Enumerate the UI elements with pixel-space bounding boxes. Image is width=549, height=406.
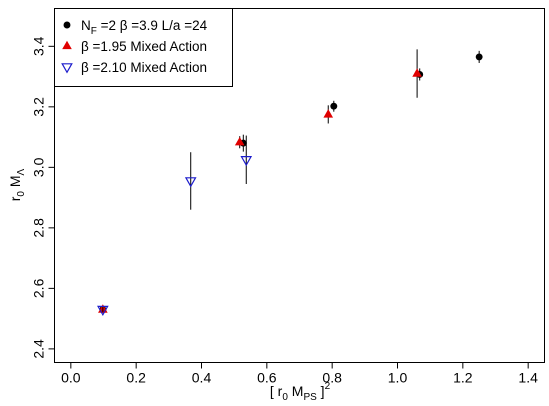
- legend-label-b210: β =2.10 Mixed Action: [81, 60, 207, 75]
- data-point: [97, 305, 109, 317]
- y-tick-label: 2.8: [31, 218, 47, 238]
- data-marks: [97, 49, 483, 317]
- data-point: [412, 68, 422, 77]
- plot-frame: [54, 8, 545, 363]
- legend-marker-b195: [62, 40, 72, 50]
- data-point: [323, 109, 334, 118]
- legend: NF =2 β =3.9 L/a =24 β =1.95 Mixed Action…: [54, 8, 233, 87]
- series-nf2: [99, 50, 483, 314]
- y-tick-label: 3.4: [31, 36, 47, 56]
- legend-box: [54, 8, 233, 87]
- legend-marker-b210: [61, 63, 73, 74]
- x-tick-label: 0.2: [126, 370, 146, 386]
- x-axis-title: [ r0 MPS ]2: [270, 381, 331, 403]
- series-b210: [97, 135, 253, 317]
- data-point: [234, 136, 245, 146]
- x-tick-label: 1.4: [518, 370, 538, 386]
- data-point: [330, 102, 338, 110]
- y-tick-label: 2.6: [31, 278, 47, 298]
- x-tick-label: 1.0: [388, 370, 408, 386]
- legend-label-b195: β =1.95 Mixed Action: [81, 39, 207, 54]
- x-tick-label: 0.6: [257, 370, 277, 386]
- axis-ticks: 0.0 0.2 0.4 0.6 0.8 1.0 1.2 1.4 2.4 2.6 2.8 3.0 3.2 3…: [31, 36, 539, 385]
- y-tick-label: 3.2: [31, 97, 47, 117]
- x-tick-label: 0.4: [192, 370, 212, 386]
- legend-label-nf2: NF =2 β =3.9 L/a =24: [81, 18, 208, 37]
- y-tick-label: 3.0: [31, 157, 47, 177]
- y-axis-title: r0 MΛ: [7, 168, 27, 201]
- x-tick-label: 0.8: [322, 370, 342, 386]
- x-tick-label: 0.0: [61, 370, 81, 386]
- series-b195: [98, 49, 422, 313]
- legend-marker-nf2: [63, 21, 71, 29]
- x-tick-label: 1.2: [453, 370, 473, 386]
- data-point: [184, 177, 197, 188]
- data-point: [475, 53, 483, 61]
- data-point: [240, 156, 253, 167]
- y-tick-label: 2.4: [31, 339, 47, 359]
